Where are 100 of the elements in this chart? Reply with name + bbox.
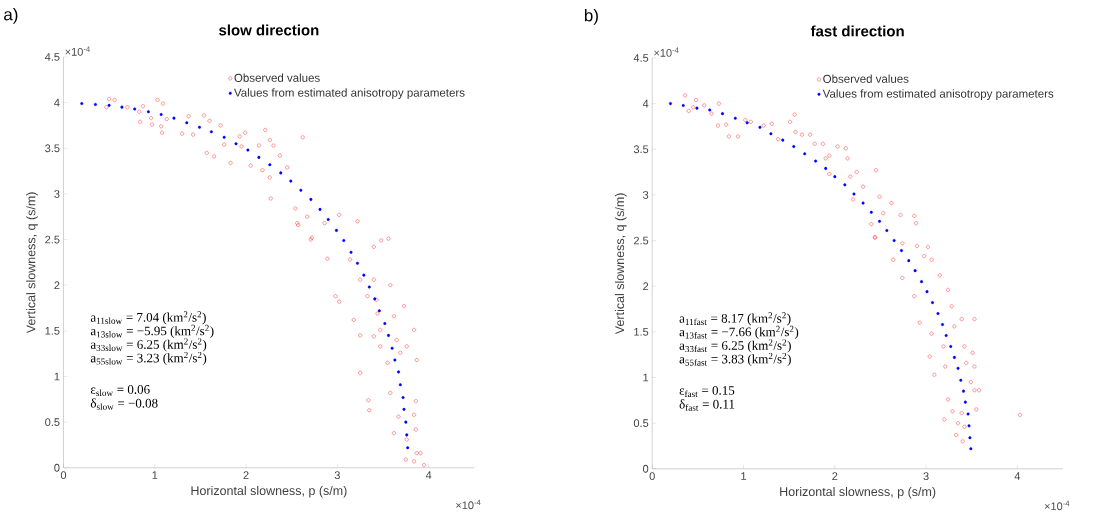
y-axis-title: Vertical slowness, q (s/m) <box>614 193 627 335</box>
point <box>406 446 410 450</box>
point <box>758 125 762 129</box>
point <box>185 121 189 125</box>
y-tick-label: 2.5 <box>45 235 60 244</box>
text: ×10$^{-4}$ <box>456 499 481 510</box>
y-tick-label: 1.5 <box>634 328 649 336</box>
annotation: a$_{55fast}$ = 3.83 (km$^{2}$/s$^{2}$) <box>679 353 791 367</box>
point <box>969 447 973 451</box>
point <box>159 113 163 117</box>
point <box>146 110 150 114</box>
point <box>721 112 725 116</box>
point <box>246 148 250 152</box>
point <box>833 175 837 179</box>
annotation: ε$_{fast}$ = 0.15 <box>679 386 735 398</box>
point <box>936 312 940 316</box>
point <box>198 125 202 129</box>
legend-label: Values from estimated anisotropy parameters <box>233 88 465 100</box>
y-axis-title: Vertical slowness, q (s/m) <box>26 192 38 334</box>
point <box>349 250 353 254</box>
point <box>708 108 712 112</box>
y-tick-label: 0.5 <box>45 418 60 427</box>
annotation: a$_{33fast}$ = 6.25 (km$^{2}$/s$^{2}$) <box>679 339 791 353</box>
y-tick-label: 3.5 <box>633 145 649 154</box>
annotation: δ$_{slow}$ = −0.08 <box>90 398 158 410</box>
y-tick-label: 4 <box>642 99 649 108</box>
point <box>681 104 685 108</box>
point <box>861 201 865 205</box>
point <box>383 322 387 326</box>
y-tick-label: 0 <box>54 464 60 472</box>
point <box>925 290 929 294</box>
point <box>279 171 283 175</box>
text: b) <box>584 9 598 25</box>
point <box>869 210 873 214</box>
point <box>172 116 176 120</box>
point <box>222 135 226 139</box>
point <box>959 378 963 382</box>
point <box>899 249 903 253</box>
point <box>326 218 330 222</box>
annotation: a$_{11slow}$ = 7.04 (km$^{2}$/s$^{2}$) <box>90 311 206 325</box>
x-tick-label: 0 <box>649 472 655 481</box>
y-tick-label: 2 <box>54 281 60 290</box>
text: a) <box>4 8 18 24</box>
point <box>390 346 394 350</box>
x-axis-title: Horizontal slowness, p (s/m) <box>780 487 936 499</box>
y-tick-label: 3 <box>643 191 649 199</box>
y-tick-label: 2.5 <box>633 236 649 245</box>
point <box>941 323 945 327</box>
annotation: a$_{55slow}$ = 3.23 (km$^{2}$/s$^{2}$) <box>90 352 207 366</box>
point <box>824 167 828 171</box>
x-tick-label: 1 <box>741 472 747 480</box>
point <box>695 106 699 110</box>
point <box>966 412 970 416</box>
annotation: a$_{33slow}$ = 6.25 (km$^{2}$/s$^{2}$) <box>90 338 207 352</box>
x-tick-label: 2 <box>243 471 249 480</box>
y-tick-label: 0.5 <box>633 419 649 428</box>
point <box>404 420 408 424</box>
point <box>209 130 213 134</box>
point <box>852 192 856 196</box>
point <box>913 269 917 273</box>
y-tick-label: 4.5 <box>44 53 60 61</box>
point <box>892 239 896 243</box>
point <box>234 142 238 146</box>
point <box>289 179 293 183</box>
point <box>362 273 366 277</box>
x-axis-title: Horizontal slowness, p (s/m) <box>191 486 347 498</box>
text: ×10$^{-4}$ <box>65 46 90 56</box>
point <box>843 183 847 187</box>
point <box>393 358 397 362</box>
legend-label: Values from estimated anisotropy parameters <box>822 89 1054 101</box>
point <box>907 259 911 263</box>
point <box>342 239 346 243</box>
x-tick-label: 4 <box>1014 472 1021 480</box>
point <box>962 389 966 393</box>
point <box>814 159 818 163</box>
point <box>309 198 313 201</box>
point <box>878 220 882 223</box>
chart-title: slow direction <box>219 24 319 36</box>
x-tick-label: 2 <box>832 472 838 481</box>
y-tick-label: 1 <box>54 372 60 381</box>
annotation: δ$_{fast}$ = 0.11 <box>679 399 735 411</box>
y-tick-label: 4 <box>54 98 60 107</box>
point <box>952 356 956 360</box>
y-tick-label: 1 <box>643 373 649 382</box>
x-tick-label: 3 <box>923 472 929 481</box>
text: ×10$^{-4}$ <box>654 47 679 57</box>
point <box>120 105 124 109</box>
point <box>257 156 261 160</box>
point <box>397 370 401 374</box>
annotation: ε$_{slow}$ = 0.06 <box>90 385 150 397</box>
point <box>781 138 785 142</box>
x-tick-label: 0 <box>60 471 67 480</box>
point <box>334 229 338 233</box>
legend-label: Observed values <box>823 74 909 84</box>
point <box>133 107 137 111</box>
point <box>920 280 924 284</box>
y-tick-label: 4.5 <box>633 54 649 62</box>
legend-label: Observed values <box>234 73 320 83</box>
point <box>944 334 948 338</box>
chart-title: fast direction <box>810 25 904 37</box>
